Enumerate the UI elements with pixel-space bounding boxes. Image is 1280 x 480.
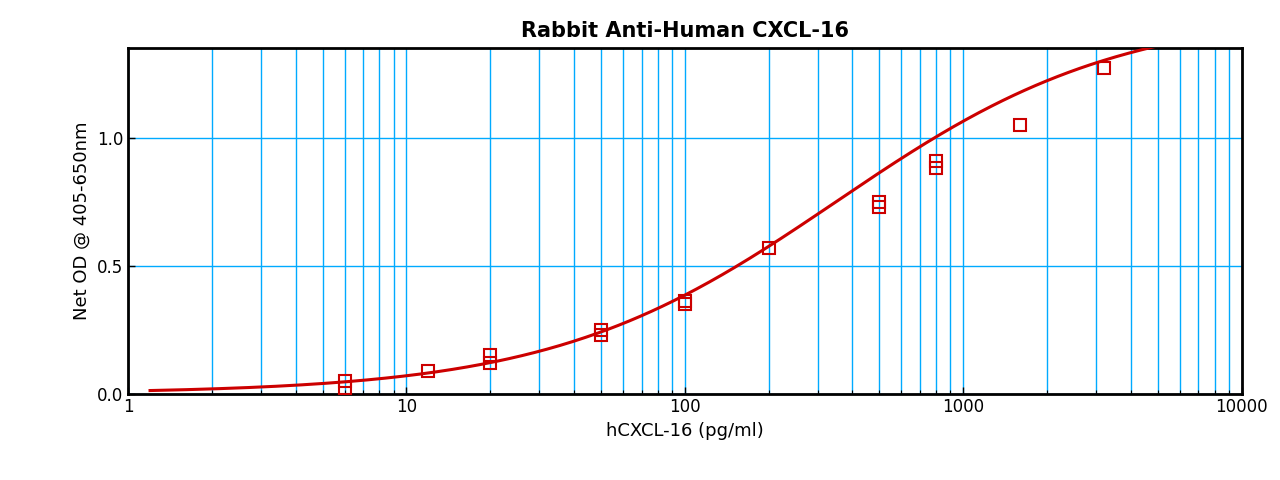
Y-axis label: Net OD @ 405-650nm: Net OD @ 405-650nm [73,121,91,320]
Title: Rabbit Anti-Human CXCL-16: Rabbit Anti-Human CXCL-16 [521,21,849,41]
X-axis label: hCXCL-16 (pg/ml): hCXCL-16 (pg/ml) [605,422,764,440]
